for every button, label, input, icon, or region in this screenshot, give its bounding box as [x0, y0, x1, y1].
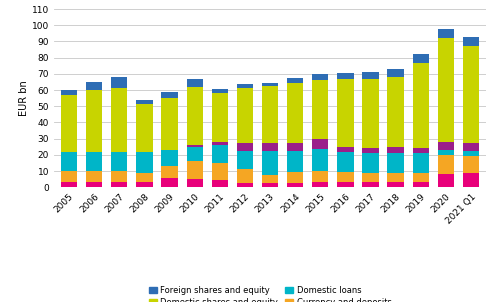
- Bar: [463, 143, 479, 151]
- Bar: [111, 77, 128, 88]
- Legend: Foreign shares and equity, Domestic shares and equity, Foreign loans, Domestic l: Foreign shares and equity, Domestic shar…: [147, 284, 393, 302]
- Bar: [387, 147, 404, 153]
- Bar: [212, 93, 228, 142]
- Bar: [187, 87, 203, 145]
- Bar: [312, 79, 328, 140]
- Bar: [136, 173, 153, 182]
- Bar: [111, 182, 128, 187]
- Bar: [438, 38, 454, 142]
- Bar: [187, 145, 203, 147]
- Bar: [362, 79, 379, 148]
- Bar: [61, 171, 77, 182]
- Bar: [237, 183, 253, 187]
- Bar: [463, 37, 479, 46]
- Bar: [237, 143, 253, 151]
- Bar: [86, 182, 102, 187]
- Bar: [262, 143, 278, 151]
- Bar: [337, 172, 354, 182]
- Bar: [337, 182, 354, 187]
- Bar: [412, 153, 429, 173]
- Bar: [212, 163, 228, 180]
- Bar: [312, 182, 328, 187]
- Bar: [136, 104, 153, 152]
- Bar: [438, 155, 454, 174]
- Bar: [412, 148, 429, 153]
- Bar: [262, 86, 278, 143]
- Bar: [136, 100, 153, 104]
- Bar: [262, 151, 278, 175]
- Bar: [337, 73, 354, 79]
- Bar: [312, 171, 328, 182]
- Bar: [86, 90, 102, 152]
- Bar: [387, 69, 404, 77]
- Bar: [387, 153, 404, 173]
- Bar: [86, 171, 102, 182]
- Bar: [438, 174, 454, 187]
- Bar: [162, 98, 178, 150]
- Bar: [86, 82, 102, 90]
- Bar: [162, 92, 178, 98]
- Bar: [362, 182, 379, 187]
- Bar: [412, 182, 429, 187]
- Bar: [136, 152, 153, 173]
- Bar: [61, 95, 77, 152]
- Bar: [337, 79, 354, 147]
- Bar: [287, 83, 303, 143]
- Bar: [111, 152, 128, 171]
- Bar: [262, 83, 278, 86]
- Bar: [387, 173, 404, 182]
- Bar: [387, 77, 404, 147]
- Bar: [162, 166, 178, 178]
- Bar: [237, 151, 253, 169]
- Bar: [61, 90, 77, 95]
- Bar: [237, 88, 253, 143]
- Bar: [438, 142, 454, 150]
- Bar: [86, 152, 102, 171]
- Y-axis label: EUR bn: EUR bn: [19, 80, 29, 116]
- Bar: [287, 78, 303, 83]
- Bar: [187, 161, 203, 179]
- Bar: [212, 142, 228, 145]
- Bar: [337, 153, 354, 172]
- Bar: [412, 63, 429, 148]
- Bar: [212, 145, 228, 163]
- Bar: [287, 183, 303, 187]
- Bar: [61, 182, 77, 187]
- Bar: [387, 182, 404, 187]
- Bar: [287, 151, 303, 172]
- Bar: [362, 72, 379, 79]
- Bar: [162, 150, 178, 166]
- Bar: [312, 149, 328, 171]
- Bar: [287, 143, 303, 151]
- Bar: [111, 171, 128, 182]
- Bar: [111, 88, 128, 152]
- Bar: [463, 156, 479, 173]
- Bar: [463, 46, 479, 143]
- Bar: [212, 89, 228, 93]
- Bar: [187, 79, 203, 87]
- Bar: [463, 151, 479, 156]
- Bar: [337, 147, 354, 153]
- Bar: [438, 150, 454, 155]
- Bar: [262, 183, 278, 187]
- Bar: [412, 173, 429, 182]
- Bar: [287, 172, 303, 183]
- Bar: [362, 153, 379, 173]
- Bar: [237, 84, 253, 88]
- Bar: [61, 152, 77, 171]
- Bar: [136, 182, 153, 187]
- Bar: [362, 173, 379, 182]
- Bar: [187, 147, 203, 161]
- Bar: [187, 179, 203, 187]
- Bar: [463, 173, 479, 187]
- Bar: [237, 169, 253, 183]
- Bar: [212, 180, 228, 187]
- Bar: [312, 140, 328, 149]
- Bar: [412, 54, 429, 63]
- Bar: [162, 178, 178, 187]
- Bar: [262, 175, 278, 183]
- Bar: [438, 29, 454, 38]
- Bar: [312, 74, 328, 79]
- Bar: [362, 148, 379, 153]
